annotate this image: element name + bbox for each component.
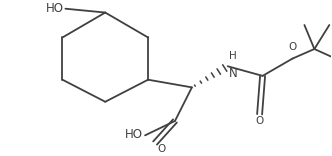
Text: O: O xyxy=(289,42,296,52)
Text: HO: HO xyxy=(45,2,63,15)
Text: N: N xyxy=(229,67,237,80)
Text: H: H xyxy=(229,51,236,61)
Text: O: O xyxy=(157,144,165,154)
Text: O: O xyxy=(256,116,264,126)
Text: HO: HO xyxy=(125,128,143,141)
